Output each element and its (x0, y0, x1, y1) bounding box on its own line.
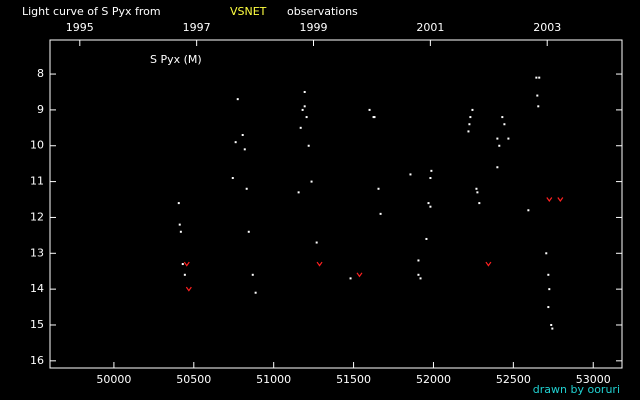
point (178, 223, 181, 226)
point (538, 76, 541, 79)
point (547, 306, 550, 309)
point (243, 148, 246, 151)
point (501, 116, 504, 119)
point (299, 126, 302, 129)
point (307, 144, 310, 147)
x-tick-label: 51500 (336, 373, 371, 386)
point (349, 277, 352, 280)
credit: drawn by ooruri (533, 383, 620, 396)
point (469, 116, 472, 119)
x-tick-label: 52500 (496, 373, 531, 386)
point (254, 291, 257, 294)
point (429, 205, 432, 208)
point (527, 209, 530, 212)
star-label: S Pyx (M) (150, 53, 202, 66)
point (373, 116, 376, 119)
point (301, 108, 304, 111)
point (537, 105, 540, 108)
point (231, 177, 234, 180)
point (305, 116, 308, 119)
point (545, 252, 548, 255)
point (409, 173, 412, 176)
point (236, 98, 239, 101)
point (297, 191, 300, 194)
x2-tick-label: 1995 (66, 21, 94, 34)
y-tick-label: 12 (30, 210, 44, 223)
upper-limit (316, 261, 323, 267)
point (303, 105, 306, 108)
point (468, 123, 471, 126)
point (234, 141, 237, 144)
upper-limit (485, 261, 492, 267)
point (247, 230, 250, 233)
y-tick-label: 15 (30, 318, 44, 331)
point (548, 288, 551, 291)
point (251, 273, 254, 276)
y-tick-label: 8 (37, 67, 44, 80)
x-tick-label: 53000 (576, 373, 611, 386)
point (478, 202, 481, 205)
point (417, 273, 420, 276)
point (315, 241, 318, 244)
point (547, 273, 550, 276)
point (425, 237, 428, 240)
x-tick-label: 51000 (256, 373, 291, 386)
point (498, 144, 501, 147)
point (476, 191, 479, 194)
y-tick-label: 10 (30, 139, 44, 152)
upper-limit (185, 286, 192, 292)
point (179, 230, 182, 233)
point (377, 187, 380, 190)
title-suffix: observations (287, 5, 358, 18)
point (475, 187, 478, 190)
point (419, 277, 422, 280)
point (181, 263, 184, 266)
x-tick-label: 50000 (96, 373, 131, 386)
point (550, 323, 553, 326)
point (427, 202, 430, 205)
x2-tick-label: 1999 (300, 21, 328, 34)
point (430, 169, 433, 172)
point (471, 108, 474, 111)
point (241, 133, 244, 136)
point (245, 187, 248, 190)
upper-limit (546, 197, 553, 203)
y-tick-label: 9 (37, 103, 44, 116)
y-tick-label: 11 (30, 175, 44, 188)
upper-limit (183, 261, 190, 267)
point (467, 130, 470, 133)
x2-tick-label: 1997 (183, 21, 211, 34)
chart-title: Light curve of S Pyx from (22, 5, 161, 18)
point (496, 137, 499, 140)
y-tick-label: 16 (30, 354, 44, 367)
x2-tick-label: 2003 (533, 21, 561, 34)
point (177, 202, 180, 205)
point (429, 177, 432, 180)
plot-frame (49, 39, 623, 369)
point (368, 108, 371, 111)
x-tick-label: 52000 (416, 373, 451, 386)
y-tick-label: 14 (30, 282, 44, 295)
x2-tick-label: 2001 (416, 21, 444, 34)
x-tick-label: 50500 (176, 373, 211, 386)
point (535, 76, 538, 79)
point (503, 123, 506, 126)
upper-limit (356, 272, 363, 278)
point (536, 94, 539, 97)
point (310, 180, 313, 183)
title-source: VSNET (230, 5, 267, 18)
point (551, 327, 554, 330)
point (496, 166, 499, 169)
y-tick-label: 13 (30, 246, 44, 259)
point (507, 137, 510, 140)
point (183, 273, 186, 276)
point (303, 90, 306, 93)
point (379, 212, 382, 215)
point (417, 259, 420, 262)
upper-limit (557, 197, 564, 203)
